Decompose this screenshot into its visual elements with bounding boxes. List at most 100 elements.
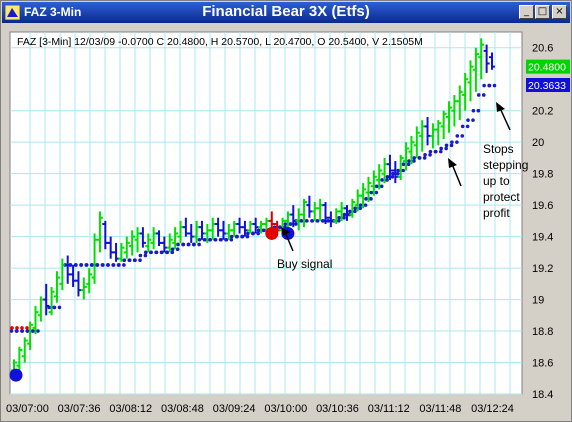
- stop-dot: [229, 237, 234, 242]
- y-tick-label: 19.4: [532, 232, 553, 244]
- stop-dot: [288, 222, 293, 226]
- stop-dot: [15, 329, 19, 333]
- stops-note-label: profit: [483, 206, 510, 220]
- stop-dot: [390, 175, 395, 179]
- stops-note-label: stepping: [483, 158, 528, 172]
- stop-dot: [471, 108, 476, 113]
- y-tick-label: 20.6: [532, 43, 553, 55]
- close-button[interactable]: ×: [552, 5, 567, 19]
- stop-dot: [208, 237, 213, 242]
- price-chart[interactable]: 18.4 18.6 18.8 19 19.2 19.4 19.6 19.8 20 20.2 20.6…: [2, 24, 570, 420]
- window-short-title: FAZ 3-Min: [24, 5, 82, 19]
- stop-dot: [449, 143, 454, 148]
- stop-dot: [342, 215, 346, 220]
- stop-dot: [133, 258, 137, 263]
- stop-dot: [245, 234, 250, 239]
- stop-dot: [396, 171, 400, 176]
- stop-dot: [138, 258, 142, 263]
- stops-arrow-1: [451, 163, 462, 187]
- y-tick-label: 19.2: [532, 263, 553, 275]
- stop-dot: [283, 222, 288, 226]
- stop-dot: [369, 190, 374, 195]
- stop-dot: [25, 329, 30, 333]
- stop-dot: [337, 215, 341, 220]
- stop-dot: [143, 253, 148, 258]
- red-stop-dot: [20, 326, 24, 330]
- stop-dot: [235, 234, 239, 239]
- stop-dot: [336, 219, 341, 223]
- stop-dot: [439, 146, 443, 151]
- stop-dot: [149, 250, 153, 255]
- stop-dot: [36, 329, 40, 333]
- stops-note-label: protect: [483, 190, 520, 204]
- red-stop-dot: [15, 326, 19, 330]
- stop-dot: [165, 250, 170, 255]
- stop-dot: [476, 93, 481, 97]
- stop-price-tag-label: 20.3633: [528, 80, 566, 92]
- stop-dot: [95, 263, 100, 267]
- stop-dot: [379, 184, 384, 189]
- stop-dot: [391, 171, 395, 176]
- stop-dot: [406, 162, 411, 167]
- stop-dot: [412, 159, 416, 163]
- stop-dot: [106, 263, 110, 267]
- stop-dot: [31, 329, 35, 333]
- stop-dot: [229, 234, 234, 239]
- stops-note-label: Stops: [483, 142, 514, 156]
- x-tick-label: 03/11:48: [419, 403, 461, 415]
- y-tick-label: 19: [532, 295, 544, 307]
- stop-dot: [385, 178, 389, 182]
- stop-dot: [369, 197, 373, 201]
- stop-dot: [256, 231, 260, 236]
- stop-dot: [111, 263, 116, 267]
- y-tick-label: 19.8: [532, 169, 553, 181]
- stop-dot: [256, 228, 261, 233]
- stop-dot: [197, 242, 201, 247]
- stop-dot: [455, 134, 460, 138]
- stop-dot: [471, 118, 475, 122]
- stop-dot: [407, 159, 411, 163]
- stop-dot: [122, 258, 127, 263]
- last-price-tag: [526, 59, 570, 74]
- x-tick-label: 03/08:12: [109, 403, 152, 415]
- maximize-button[interactable]: □: [535, 5, 550, 19]
- buy-signal-arrow: [284, 231, 294, 252]
- stop-price-tag: [526, 77, 570, 92]
- stop-dot: [170, 250, 175, 255]
- title-bar[interactable]: FAZ 3-Min Financial Bear 3X (Etfs) _ □ ×: [2, 2, 570, 23]
- stop-dot: [385, 175, 390, 179]
- stop-dot: [374, 190, 379, 195]
- stops-arrowhead-1: [448, 158, 457, 168]
- stop-dot: [466, 118, 470, 122]
- stop-dot: [52, 305, 57, 310]
- stops-arrow-2: [499, 107, 511, 131]
- first-signal-marker: [9, 368, 23, 382]
- stop-dot: [117, 263, 121, 267]
- stop-dot: [364, 197, 368, 201]
- stop-dot: [9, 329, 14, 333]
- minimize-button[interactable]: _: [519, 5, 534, 19]
- stop-dot: [482, 83, 486, 88]
- stop-dot: [197, 237, 202, 242]
- stop-dot: [321, 219, 325, 223]
- x-tick-label: 03/07:36: [58, 403, 101, 415]
- stop-dot: [154, 250, 159, 255]
- stop-dot: [175, 247, 180, 251]
- stop-dot: [326, 219, 331, 223]
- stop-dot: [127, 258, 132, 263]
- stop-dot: [305, 219, 309, 223]
- stop-dot: [299, 219, 304, 223]
- x-tick-label: 03/09:24: [213, 403, 256, 415]
- stop-dot: [203, 237, 207, 242]
- x-tick-label: 03/07:00: [6, 403, 49, 415]
- y-tick-label: 18.8: [532, 326, 553, 338]
- stop-dot: [428, 152, 432, 157]
- stop-dot: [251, 231, 255, 236]
- stop-dot: [428, 149, 433, 154]
- stop-dot: [84, 263, 89, 267]
- stop-dot: [450, 140, 454, 144]
- stop-dot: [342, 212, 347, 217]
- stop-dot: [396, 168, 400, 173]
- y-tick-label: 19.6: [532, 200, 553, 212]
- stop-dot: [358, 203, 363, 207]
